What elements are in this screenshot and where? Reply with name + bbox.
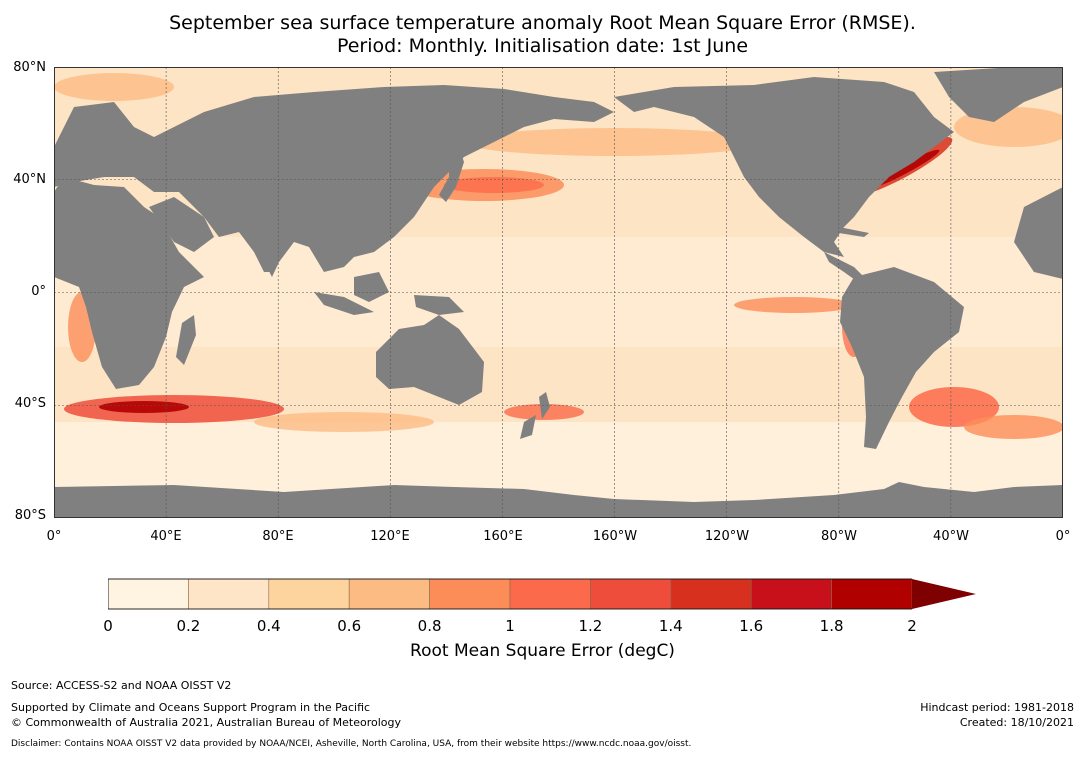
- colorbar: [107, 578, 980, 614]
- land-new-guinea: [414, 295, 464, 315]
- land-caribbean: [839, 227, 869, 237]
- colorbar-tick-label: 1.4: [658, 617, 683, 635]
- error-barents: [54, 73, 174, 101]
- colorbar-tick-label: 0: [103, 617, 113, 635]
- lat-label: 80°S: [14, 508, 46, 523]
- lon-label: 80°W: [821, 529, 857, 544]
- land-nz-south: [520, 415, 536, 439]
- map-border: [54, 67, 1063, 518]
- colorbar-outline: [107, 578, 912, 610]
- title-line-1: September sea surface temperature anomal…: [169, 12, 916, 34]
- land-new-zealand: [539, 392, 550, 419]
- lon-label: 80°E: [262, 529, 294, 544]
- land-australia: [376, 315, 484, 405]
- colorbar-tick-label: 1.6: [739, 617, 764, 635]
- error-south-indian: [254, 412, 434, 432]
- colorbar-segment: [750, 578, 832, 610]
- lon-label: 160°E: [483, 529, 523, 544]
- colorbar-segment: [429, 578, 511, 610]
- chart-title: September sea surface temperature anomal…: [0, 12, 1085, 58]
- colorbar-tick-label: 0.2: [176, 617, 201, 635]
- lon-label: 40°W: [933, 529, 969, 544]
- colorbar-tick-label: 1.2: [578, 617, 603, 635]
- colorbar-extend-arrow: [912, 579, 976, 609]
- disclaimer-text: Disclaimer: Contains NOAA OISST V2 data …: [11, 739, 692, 749]
- land-eurasia: [54, 85, 614, 277]
- graticule: [54, 67, 1063, 518]
- lat-label: 0°: [31, 284, 46, 299]
- source-text: Source: ACCESS-S2 and NOAA OISST V2: [11, 679, 232, 692]
- world-map: [54, 67, 1063, 518]
- land: [54, 67, 1063, 518]
- error-brazil-malvinas: [909, 387, 999, 427]
- lon-label: 120°W: [704, 529, 750, 544]
- land-antarctica: [54, 482, 1063, 518]
- land-madagascar: [176, 315, 196, 365]
- land-japan: [439, 147, 464, 202]
- land-india: [239, 227, 284, 272]
- colorbar-tick-label: 0.6: [337, 617, 362, 635]
- colorbar-tick-label: 0.4: [256, 617, 281, 635]
- land-africa: [54, 177, 204, 389]
- error-south-atlantic: [964, 415, 1063, 439]
- land-arabia: [149, 197, 214, 252]
- land-west-africa-edge: [1014, 187, 1063, 279]
- supported-text: Supported by Climate and Oceans Support …: [11, 701, 371, 714]
- lon-label: 40°E: [150, 529, 182, 544]
- title-line-2: Period: Monthly. Initialisation date: 1s…: [336, 35, 749, 57]
- lat-label: 80°N: [13, 60, 46, 75]
- land-south-america: [840, 267, 964, 449]
- lon-label: 0°: [46, 529, 62, 544]
- lat-label: 40°S: [14, 396, 46, 411]
- colorbar-tick-label: 1.8: [819, 617, 844, 635]
- map-svg: [54, 67, 1063, 518]
- lon-label: 160°W: [592, 529, 638, 544]
- colorbar-segment: [590, 578, 672, 610]
- error-agulhas-core: [99, 401, 189, 413]
- colorbar-segment: [107, 578, 189, 610]
- colorbar-segment: [509, 578, 591, 610]
- land-north-america: [614, 77, 954, 257]
- created-text: Created: 18/10/2021: [959, 716, 1074, 729]
- colorbar-label: Root Mean Square Error (degC): [410, 641, 675, 661]
- land-indonesia: [314, 292, 374, 315]
- error-north-pacific: [464, 128, 764, 156]
- lat-label: 40°N: [13, 172, 46, 187]
- land-borneo: [354, 272, 389, 302]
- lon-label: 0°: [1055, 529, 1071, 544]
- colorbar-segment: [670, 578, 752, 610]
- colorbar-tick-label: 0.8: [417, 617, 442, 635]
- colorbar-segment: [268, 578, 350, 610]
- error-eq-pacific: [734, 297, 854, 313]
- colorbar-segment: [348, 578, 430, 610]
- colorbar-svg: [107, 578, 976, 610]
- colorbar-tick-label: 2: [907, 617, 917, 635]
- colorbar-segment: [831, 578, 913, 610]
- hindcast-text: Hindcast period: 1981-2018: [920, 701, 1074, 714]
- colorbar-segment: [188, 578, 270, 610]
- error-kuroshio-core: [444, 177, 544, 193]
- copyright-text: © Commonwealth of Australia 2021, Austra…: [11, 716, 401, 729]
- land-greenland: [934, 67, 1063, 122]
- lon-label: 120°E: [370, 529, 410, 544]
- colorbar-tick-label: 1: [505, 617, 515, 635]
